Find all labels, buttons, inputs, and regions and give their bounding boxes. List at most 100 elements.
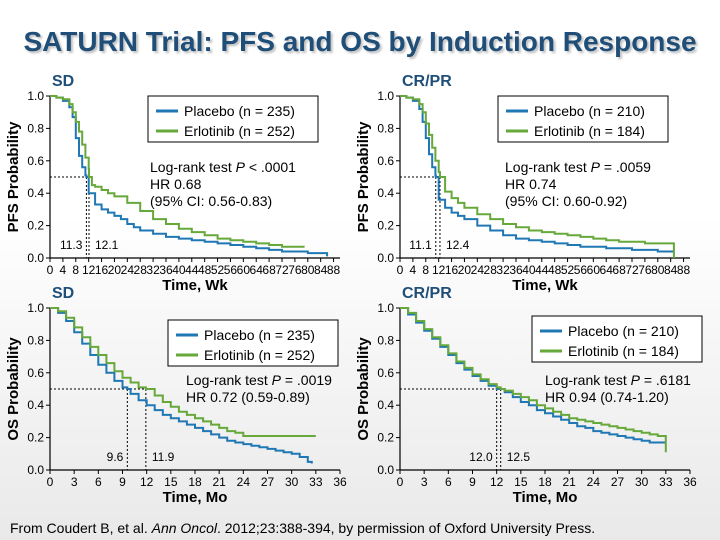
panel-label: CR/PR [402,73,452,90]
slide-title: SATURN Trial: PFS and OS by Induction Re… [23,26,697,57]
x-tick-label: 20 [108,263,122,277]
confidence-interval-text: (95% CI: 0.60-0.92) [505,193,627,209]
x-tick-label: 27 [261,475,275,489]
legend-entry: Erlotinib (n = 184) [568,343,679,359]
y-tick-label: 0.4 [27,398,44,412]
hazard-ratio-text: HR 0.74 [505,176,557,192]
x-tick-label: 32 [146,263,160,277]
survival-curve-erlotinib [50,307,316,437]
y-tick-label: 1.0 [27,301,44,315]
x-tick-label: 68 [612,263,626,277]
logrank-text: Log-rank test P < .0001 [150,159,296,175]
y-axis-title: OS Probability [355,337,372,441]
legend: Placebo (n = 235) Erlotinib (n = 252) [147,95,319,143]
x-tick-label: 88 [677,263,691,277]
x-tick-label: 36 [683,475,697,489]
legend-box [531,315,703,363]
chart-os-sd: SD0.00.20.40.60.81.00 3 6 9 12 15 18 21 24 27 30 33… [5,285,347,506]
x-tick-label: 48 [198,263,212,277]
x-tick-label: 15 [164,475,178,489]
x-tick-label: 9 [469,475,476,489]
median-label: 11.1 [409,238,432,252]
x-tick-label: 20 [458,263,472,277]
confidence-interval-text: (95% CI: 0.56-0.83) [150,193,272,209]
median-label: 11.3 [60,238,83,252]
source-citation: From Coudert B, et al. Ann Oncol. 2012;2… [10,520,595,536]
y-axis-title: OS Probability [5,337,22,441]
x-tick-label: 84 [314,263,328,277]
panel-label: CR/PR [402,285,452,302]
chart-os-crpr: CR/PR0.00.20.40.60.81.00 3 6 9 12 15 18 21 24 27 3… [355,285,703,506]
legend-box [497,95,669,143]
x-tick-label: 24 [237,475,251,489]
chart-pfs-crpr: CR/PR0.00.20.40.60.81.00 4 8 12 16 20 24 28 32 36… [355,73,691,294]
y-tick-label: 0.6 [27,154,44,168]
x-tick-label: 72 [625,263,639,277]
x-tick-label: 80 [651,263,665,277]
x-tick-label: 60 [237,263,251,277]
x-tick-label: 3 [71,475,78,489]
x-tick-label: 33 [659,475,673,489]
x-tick-label: 60 [587,263,601,277]
legend: Placebo (n = 210) Erlotinib (n = 184) [531,315,703,363]
x-tick-label: 12 [140,475,154,489]
legend-entry: Erlotinib (n = 252) [184,123,295,139]
legend-box [147,95,319,143]
x-tick-label: 64 [250,263,264,277]
x-tick-label: 72 [275,263,289,277]
citation-journal: Ann Oncol [151,520,217,536]
x-tick-label: 36 [509,263,523,277]
x-tick-label: 32 [496,263,510,277]
y-tick-label: 0.8 [377,333,394,347]
x-tick-label: 48 [548,263,562,277]
y-tick-label: 1.0 [377,301,394,315]
x-tick-label: 30 [635,475,649,489]
y-tick-label: 0.2 [27,431,44,445]
logrank-text: Log-rank test P = .0059 [505,159,651,175]
x-tick-label: 24 [587,475,601,489]
x-tick-label: 52 [211,263,225,277]
panel-label: SD [52,285,74,302]
x-tick-label: 12 [490,475,504,489]
x-tick-label: 8 [422,263,429,277]
y-tick-label: 0.2 [27,219,44,233]
x-tick-label: 16 [95,263,109,277]
x-tick-label: 33 [309,475,323,489]
legend: Placebo (n = 235) Erlotinib (n = 252) [167,319,339,367]
chart-pfs-sd: SD0.00.20.40.60.81.00 4 8 12 16 20 24 28 32 36 40 4… [5,73,341,294]
x-tick-label: 27 [611,475,625,489]
x-tick-label: 12 [432,263,446,277]
x-tick-label: 18 [538,475,552,489]
y-tick-label: 0.4 [377,186,394,200]
y-tick-label: 0.8 [27,333,44,347]
hazard-ratio-text: HR 0.72 (0.59-0.89) [186,389,310,405]
survival-curve-placebo [50,307,313,464]
x-tick-label: 40 [172,263,186,277]
logrank-text: Log-rank test P = .6181 [545,372,691,388]
y-tick-label: 0.0 [27,463,44,477]
x-tick-label: 24 [471,263,485,277]
hazard-ratio-text: HR 0.94 (0.74-1.20) [545,389,669,405]
survival-curve-placebo [50,95,329,257]
panel-label: SD [52,73,74,90]
x-tick-label: 40 [522,263,536,277]
survival-curve-erlotinib [50,95,305,248]
survival-curve-placebo [400,307,666,444]
y-tick-label: 0.2 [377,219,394,233]
median-label: 9.6 [107,450,124,464]
x-tick-label: 76 [288,263,302,277]
y-tick-label: 0.8 [27,121,44,135]
x-tick-label: 56 [574,263,588,277]
survival-curve-placebo [400,95,674,253]
x-tick-label: 8 [72,263,79,277]
y-tick-label: 0.6 [27,366,44,380]
y-tick-label: 1.0 [27,89,44,103]
x-axis-title: Time, Mo [163,489,228,506]
y-tick-label: 0.4 [27,186,44,200]
citation-prefix: From Coudert B, et al. [10,520,152,536]
x-tick-label: 68 [262,263,276,277]
x-tick-label: 44 [535,263,549,277]
x-tick-label: 3 [421,475,428,489]
x-tick-label: 88 [327,263,341,277]
y-axis-title: PFS Probability [5,121,22,233]
